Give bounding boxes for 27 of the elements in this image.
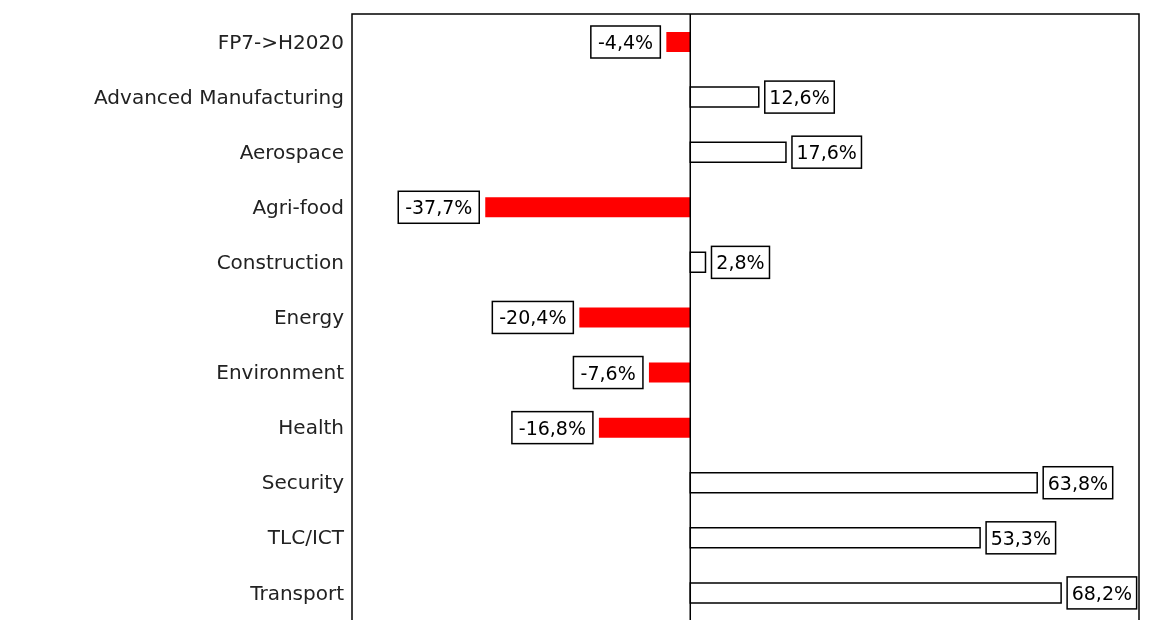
data-label: 63,8% bbox=[1047, 471, 1109, 494]
data-label: -16,8% bbox=[518, 416, 587, 439]
data-label: -20,4% bbox=[499, 306, 567, 329]
y-tick-label: Construction bbox=[216, 250, 344, 275]
data-label: 68,2% bbox=[1071, 581, 1133, 604]
data-label: 12,6% bbox=[769, 86, 830, 109]
data-label: 17,6% bbox=[796, 141, 857, 164]
data-label: -7,6% bbox=[580, 361, 636, 384]
y-tick-label: TLC/ICT bbox=[266, 525, 345, 550]
bar bbox=[648, 362, 691, 383]
y-tick-label: Transport bbox=[249, 580, 345, 605]
y-tick-label: Environment bbox=[216, 360, 345, 385]
bar bbox=[485, 197, 691, 218]
y-tick-label: Health bbox=[278, 415, 344, 440]
data-label: 53,3% bbox=[990, 526, 1052, 549]
data-label: 2,8% bbox=[716, 251, 765, 274]
y-tick-label: Aerospace bbox=[239, 139, 344, 164]
bar bbox=[579, 307, 691, 328]
bar bbox=[598, 417, 691, 438]
y-tick-label: FP7->H2020 bbox=[217, 29, 344, 54]
bar bbox=[666, 32, 691, 52]
data-label: -37,7% bbox=[405, 196, 473, 219]
y-tick-label: Security bbox=[261, 470, 345, 495]
y-tick-label: Advanced Manufacturing bbox=[94, 84, 344, 109]
data-label: -4,4% bbox=[598, 31, 654, 53]
y-tick-label: Agri-food bbox=[252, 194, 344, 219]
y-tick-label: Energy bbox=[273, 305, 345, 330]
